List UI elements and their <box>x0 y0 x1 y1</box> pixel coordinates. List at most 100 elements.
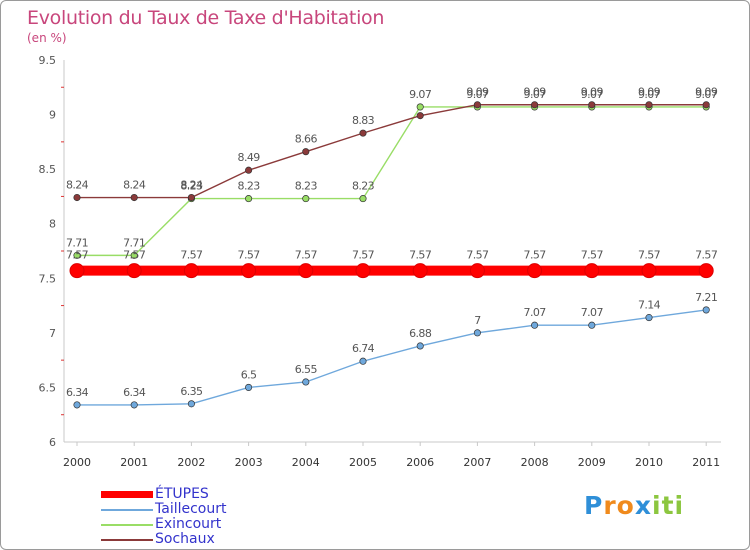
data-point <box>698 263 714 279</box>
series-line-exincourt <box>77 106 707 257</box>
data-label: 6.34 <box>123 386 146 399</box>
data-label: 9.09 <box>524 86 547 99</box>
data-label: 6.34 <box>66 386 89 399</box>
legend-item-sochaux[interactable]: Sochaux <box>101 531 301 547</box>
data-label: 7 <box>474 314 481 327</box>
chart-legend: ÉTUPES Taillecourt Exincourt Sochaux <box>101 486 301 547</box>
data-label: 8.24 <box>180 179 203 192</box>
data-label: 7.57 <box>180 249 203 262</box>
series-line-taillecourt <box>77 309 707 406</box>
logo-letter: r <box>603 491 617 520</box>
data-point <box>359 129 367 137</box>
line-chart: 6 6.5 7 7.5 8 8.5 9 9.5 2000 2001 2002 2003 2004 2005… <box>39 54 721 469</box>
data-label: 7.57 <box>638 249 661 262</box>
data-label: 9.09 <box>695 86 718 99</box>
data-label: 6.88 <box>409 327 432 340</box>
data-label: 9.09 <box>638 86 661 99</box>
data-label: 9.07 <box>638 88 661 101</box>
data-label: 7.14 <box>638 299 661 312</box>
data-point <box>473 101 481 109</box>
x-tick-label: 2002 <box>177 456 205 469</box>
data-label: 8.83 <box>352 114 375 127</box>
legend-label-sochaux: Sochaux <box>155 531 215 547</box>
data-label: 9.09 <box>581 86 604 99</box>
y-tick-label: 8 <box>49 218 56 231</box>
data-point <box>69 263 85 279</box>
data-point <box>187 400 195 408</box>
data-point <box>584 263 600 279</box>
data-point <box>302 378 310 386</box>
data-point <box>645 314 653 322</box>
data-point <box>298 263 314 279</box>
data-point <box>416 342 424 350</box>
data-label: 9.07 <box>581 88 604 101</box>
data-label: 7.07 <box>524 306 547 319</box>
y-tick-label: 6.5 <box>39 381 57 394</box>
logo-letter: i <box>674 491 685 520</box>
data-label: 8.23 <box>352 180 375 193</box>
data-label: 9.07 <box>409 88 432 101</box>
data-label: 8.24 <box>66 179 89 192</box>
x-tick-label: 2006 <box>406 456 434 469</box>
data-point <box>302 148 310 156</box>
data-label: 8.24 <box>123 179 146 192</box>
legend-item-taillecourt[interactable]: Taillecourt <box>101 501 301 517</box>
data-label: 6.5 <box>241 368 257 381</box>
y-tick-label: 6 <box>49 436 56 449</box>
x-tick-label: 2011 <box>692 456 720 469</box>
legend-item-exincourt[interactable]: Exincourt <box>101 516 301 532</box>
data-point <box>473 329 481 337</box>
data-label: 7.57 <box>238 249 261 262</box>
data-label: 7.57 <box>695 249 718 262</box>
data-point <box>645 101 653 109</box>
data-label: 7.71 <box>123 236 145 249</box>
data-point <box>416 103 424 111</box>
data-label: 8.23 <box>180 180 203 193</box>
data-point <box>245 383 253 391</box>
data-point <box>302 195 310 203</box>
data-label: 6.55 <box>295 363 318 376</box>
data-label: 8.66 <box>295 133 318 146</box>
data-point <box>245 166 253 174</box>
data-label: 7.57 <box>409 249 432 262</box>
data-label: 9.07 <box>695 88 718 101</box>
data-point <box>641 263 657 279</box>
data-label: 7.57 <box>295 249 318 262</box>
data-label: 7.57 <box>524 249 547 262</box>
x-tick-label: 2008 <box>521 456 549 469</box>
x-tick-label: 2010 <box>635 456 663 469</box>
data-point <box>359 357 367 365</box>
data-label: 7.57 <box>581 249 604 262</box>
x-tick-label: 2005 <box>349 456 377 469</box>
data-label: 9.07 <box>466 88 489 101</box>
legend-item-etupes[interactable]: ÉTUPES <box>101 486 301 502</box>
data-label: 8.49 <box>238 151 261 164</box>
y-tick-label: 8.5 <box>39 163 57 176</box>
proxiti-logo: Proxiti <box>584 491 684 520</box>
data-point <box>588 101 596 109</box>
data-point <box>73 251 81 259</box>
x-tick-label: 2009 <box>578 456 606 469</box>
data-point <box>588 321 596 329</box>
x-tick-label: 2001 <box>120 456 148 469</box>
data-point <box>130 193 138 202</box>
legend-label-exincourt: Exincourt <box>155 516 222 532</box>
legend-label-etupes: ÉTUPES <box>155 486 209 502</box>
data-point <box>187 193 195 202</box>
data-label: 7.21 <box>695 291 717 304</box>
data-label: 8.23 <box>238 180 261 193</box>
data-point <box>412 263 428 279</box>
y-tick-label: 9.5 <box>39 54 57 67</box>
data-point <box>469 263 485 279</box>
data-point <box>73 193 81 202</box>
data-label: 7.07 <box>581 306 604 319</box>
x-tick-label: 2000 <box>63 456 91 469</box>
x-tick-label: 2003 <box>235 456 263 469</box>
data-point <box>130 251 138 259</box>
data-point <box>527 263 543 279</box>
data-point <box>359 195 367 203</box>
data-point <box>702 101 710 109</box>
chart-subtitle: (en %) <box>27 31 67 45</box>
x-tick-label: 2004 <box>292 456 320 469</box>
